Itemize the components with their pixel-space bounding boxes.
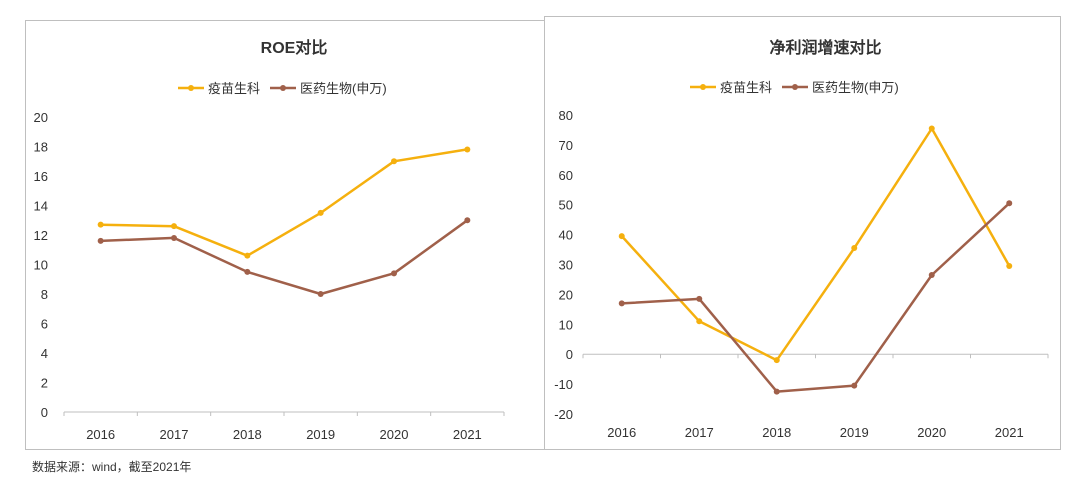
y-tick-label: 18 xyxy=(34,140,48,155)
legend-item: 疫苗生科 xyxy=(690,80,772,95)
data-point xyxy=(851,382,858,389)
chart-title: ROE对比 xyxy=(261,38,328,57)
y-tick-label: 0 xyxy=(41,405,48,420)
series-line-pharma xyxy=(621,202,1011,393)
x-tick-label: 2018 xyxy=(233,427,262,442)
y-tick-label: 20 xyxy=(34,110,48,125)
y-tick-label: 2 xyxy=(41,376,48,391)
y-tick-label: 6 xyxy=(41,317,48,332)
data-point xyxy=(1006,200,1013,207)
data-point xyxy=(391,158,397,165)
legend-swatch-marker xyxy=(280,85,286,91)
y-tick-label: 60 xyxy=(559,168,573,183)
y-tick-label: 80 xyxy=(559,108,573,123)
data-point xyxy=(928,271,935,278)
legend-swatch-marker xyxy=(700,84,706,90)
y-tick-label: 30 xyxy=(559,258,573,273)
x-tick-label: 2017 xyxy=(685,425,714,440)
profit-growth-chart-panel: 净利润增速对比疫苗生科 医药生物(申万) -20 -10 0 10 20 30 40 50 60 70… xyxy=(544,16,1061,450)
y-tick-label: 50 xyxy=(559,198,573,213)
x-tick-label: 2020 xyxy=(380,427,409,442)
data-point xyxy=(244,252,251,259)
y-tick-label: 10 xyxy=(559,317,573,332)
y-tick-label: 10 xyxy=(34,258,48,273)
legend-label: 医药生物(申万) xyxy=(300,81,387,96)
x-tick-label: 2016 xyxy=(86,427,115,442)
y-tick-label: 14 xyxy=(34,199,48,214)
data-point xyxy=(928,125,935,132)
x-tick-label: 2021 xyxy=(453,427,482,442)
x-tick-label: 2017 xyxy=(160,427,189,442)
legend-swatch-marker xyxy=(792,84,798,90)
y-tick-label: -10 xyxy=(554,377,573,392)
x-tick-label: 2016 xyxy=(607,425,636,440)
data-point xyxy=(851,245,858,252)
data-point xyxy=(1006,262,1013,269)
legend-swatch-marker xyxy=(188,85,194,91)
y-tick-label: 12 xyxy=(34,228,48,243)
x-tick-label: 2019 xyxy=(306,427,335,442)
data-point xyxy=(391,270,397,277)
y-tick-label: -20 xyxy=(554,407,573,422)
y-tick-label: 70 xyxy=(559,138,573,153)
data-point xyxy=(773,357,780,364)
data-point xyxy=(773,388,780,395)
data-point xyxy=(317,291,324,297)
legend-label: 疫苗生科 xyxy=(720,80,772,95)
data-point xyxy=(97,237,104,244)
y-tick-label: 4 xyxy=(41,346,48,361)
source-note: 数据来源：wind，截至2021年 xyxy=(32,460,192,474)
data-point xyxy=(464,217,471,224)
x-tick-label: 2021 xyxy=(995,425,1024,440)
series-line-vaccine xyxy=(620,127,1011,362)
data-point xyxy=(244,268,251,275)
series-line-vaccine xyxy=(100,148,468,257)
chart-title: 净利润增速对比 xyxy=(769,38,881,57)
y-tick-label: 0 xyxy=(566,347,573,362)
x-tick-label: 2019 xyxy=(840,425,869,440)
legend-item: 医药生物(申万) xyxy=(270,81,387,96)
data-point xyxy=(696,295,703,302)
series-line-pharma xyxy=(100,219,469,296)
x-tick-label: 2018 xyxy=(762,425,791,440)
legend-item: 医药生物(申万) xyxy=(782,80,899,95)
data-point xyxy=(171,223,177,230)
data-point xyxy=(618,233,625,240)
legend-label: 疫苗生科 xyxy=(208,81,260,96)
data-point xyxy=(97,221,104,228)
data-point xyxy=(317,209,324,216)
x-tick-label: 2020 xyxy=(917,425,946,440)
legend-item: 疫苗生科 xyxy=(178,81,260,96)
legend-label: 医药生物(申万) xyxy=(812,80,899,95)
y-tick-label: 40 xyxy=(559,228,573,243)
data-point xyxy=(464,146,471,153)
data-point xyxy=(618,300,625,307)
y-tick-label: 20 xyxy=(559,287,573,302)
data-point xyxy=(171,234,177,241)
data-point xyxy=(696,318,703,325)
roe-chart-panel: ROE对比疫苗生科 医药生物(申万) 0 2 4 6 8 10 12 14 16 18 20 2016 20… xyxy=(25,20,545,450)
y-tick-label: 8 xyxy=(41,287,48,302)
y-tick-label: 16 xyxy=(34,169,48,184)
